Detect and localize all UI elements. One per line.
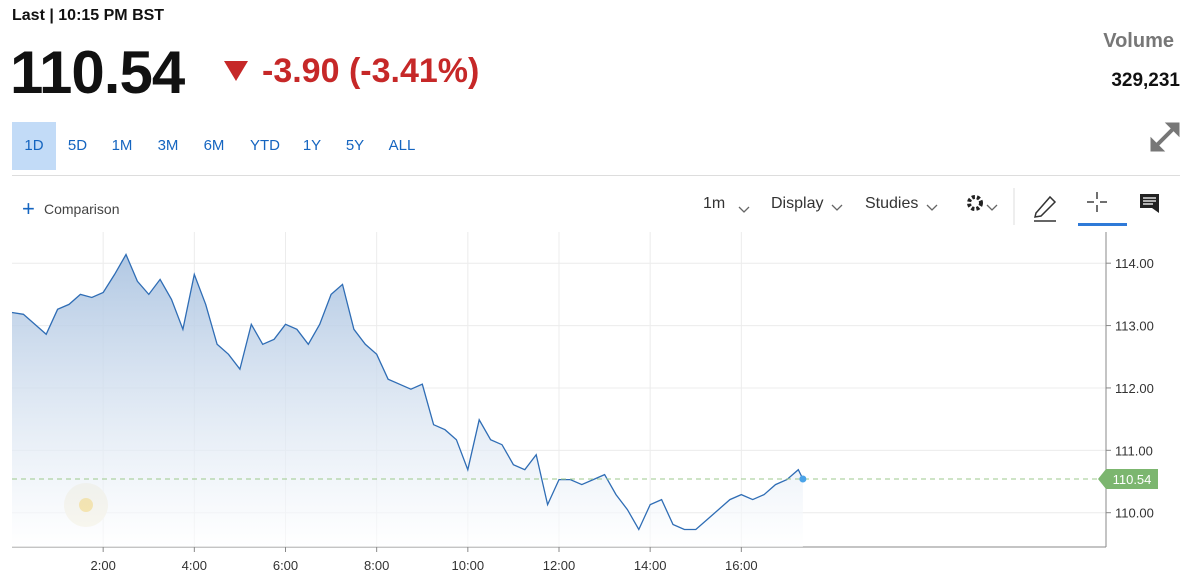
price: 110.54 [10,39,185,106]
comparison-button[interactable]: Comparison [44,201,120,217]
range-button[interactable]: 6M [203,137,225,154]
interval-menu[interactable]: 1m [703,195,726,212]
y-tick-label: 110.00 [1115,506,1154,521]
range-button[interactable]: 1D [12,122,56,170]
divider [12,175,1180,176]
price-line [11,253,804,531]
range-button[interactable]: ALL [388,137,416,154]
x-tick-label: 6:00 [273,558,298,573]
plus-icon: + [22,196,35,221]
y-tick-label: 112.00 [1115,381,1154,396]
last-price-label: 110.54 [1113,472,1152,487]
range-button[interactable]: 5D [67,137,88,154]
range-button[interactable]: YTD [250,137,280,154]
price-change: -3.90 (-3.41%) [262,52,480,90]
studies-menu[interactable]: Studies [865,195,919,212]
range-button[interactable]: 1M [111,137,133,154]
expand-button[interactable] [1148,120,1182,154]
x-tick-label: 2:00 [91,558,116,573]
last-price-tag [1098,469,1158,490]
x-tick-label: 8:00 [364,558,389,573]
x-tick-label: 16:00 [725,558,758,573]
y-tick-label: 113.00 [1115,319,1154,334]
y-tick-label: 114.00 [1115,256,1154,271]
last-time: Last | 10:15 PM BST [12,7,165,24]
range-button[interactable]: 1Y [302,137,322,154]
volume: 329,231 [1111,70,1180,91]
y-tick-label: 111.00 [1115,443,1153,458]
toolbar-icons [738,188,1159,226]
display-menu[interactable]: Display [771,195,824,212]
x-tick-label: 10:00 [452,558,485,573]
last-point [799,475,807,483]
volume-label: Volume [1103,30,1174,52]
x-tick-label: 12:00 [543,558,576,573]
x-tick-label: 4:00 [182,558,207,573]
range-button[interactable]: 3M [157,137,179,154]
range-selector: 1D 5D 1M 3M 6M YTD 1Y 5Y ALL [12,122,425,170]
area [12,254,803,547]
down-arrow [224,61,248,81]
range-button[interactable]: 5Y [345,137,365,154]
x-tick-label: 14:00 [634,558,667,573]
